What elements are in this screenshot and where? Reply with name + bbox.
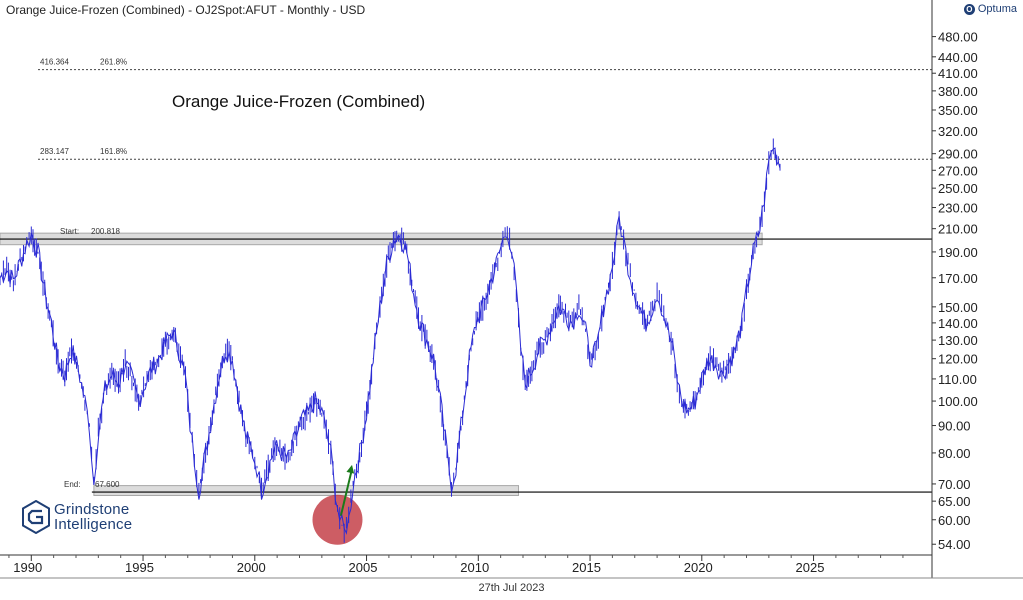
y-tick-label-13: 150.00 [938,300,978,315]
x-tick-label-5: 2015 [572,560,601,575]
zone-name-0: Start: [60,227,79,236]
price-series-ranges-0 [0,138,781,543]
grindstone-g-logo-icon [22,500,50,534]
y-tick-label-17: 110.00 [938,372,977,387]
zone-band-1 [93,485,520,497]
y-tick-label-1: 440.00 [938,50,978,65]
x-tick-label-6: 2020 [684,560,713,575]
y-tick-label-11: 190.00 [938,245,978,260]
x-tick-label-1: 1995 [125,560,154,575]
chart-date: 27th Jul 2023 [478,582,545,594]
fib-level-value-0: 416.364 [40,58,69,67]
x-tick-label-7: 2025 [796,560,825,575]
x-axis: 1990 1995 2000 2005 2010 2015 2020 2025 [0,554,1023,579]
y-tick-label-0: 480.00 [938,30,978,45]
y-tick-label-2: 410.00 [938,66,978,81]
y-tick-label-21: 70.00 [938,477,971,492]
zone-name-1: End: [64,480,80,489]
watermark-logo: Grindstone Intelligence [22,500,132,534]
brand-label: Optuma [977,3,1017,15]
y-tick-label-8: 250.00 [938,181,978,196]
annotations [312,464,363,545]
y-tick-label-22: 65.00 [938,494,971,509]
y-tick-label-23: 60.00 [938,513,971,528]
y-tick-label-14: 140.00 [938,316,978,331]
optuma-logo-icon: O [963,3,975,15]
zone-value-0: 200.818 [91,227,120,236]
x-tick-label-0: 1990 [13,560,42,575]
y-tick-label-20: 80.00 [938,446,971,461]
y-tick-label-16: 120.00 [938,352,978,367]
chart-title: Orange Juice-Frozen (Combined) [172,92,426,111]
brand-optuma: O Optuma [963,3,1017,15]
fibonacci-levels: 416.364 261.8% 283.147 161.8% [38,58,932,160]
zone-value-1: 67.600 [95,480,120,489]
y-tick-label-18: 100.00 [938,394,978,409]
chart-header-title: Orange Juice-Frozen (Combined) - OJ2Spot… [6,3,366,17]
y-tick-label-6: 290.00 [938,147,978,162]
breakout-arrow-head [346,464,355,474]
x-tick-label-3: 2005 [349,560,378,575]
fib-level-label-1: 161.8% [100,147,127,156]
breakout-arrow-shaft [339,468,353,517]
fib-level-value-1: 283.147 [40,147,69,156]
y-tick-label-4: 350.00 [938,103,978,118]
watermark-line2: Intelligence [54,516,133,533]
y-tick-label-12: 170.00 [938,271,978,286]
y-tick-label-9: 230.00 [938,201,978,216]
y-tick-label-10: 210.00 [938,222,978,237]
y-tick-label-5: 320.00 [938,124,978,139]
support-resistance-zones: Start: 200.818 End: 67.600 [0,227,932,497]
y-tick-label-15: 130.00 [938,333,978,348]
x-tick-label-2: 2000 [237,560,266,575]
price-series [0,138,781,543]
y-tick-label-24: 54.00 [938,537,971,552]
y-tick-label-7: 270.00 [938,163,978,178]
y-tick-label-19: 90.00 [938,419,971,434]
bottom-highlight-circle [312,494,363,545]
fib-level-label-0: 261.8% [100,58,127,67]
x-tick-label-4: 2010 [460,560,489,575]
price-series-line-0 [0,147,781,535]
watermark-line1: Grindstone [54,501,130,518]
y-tick-label-3: 380.00 [938,84,978,99]
